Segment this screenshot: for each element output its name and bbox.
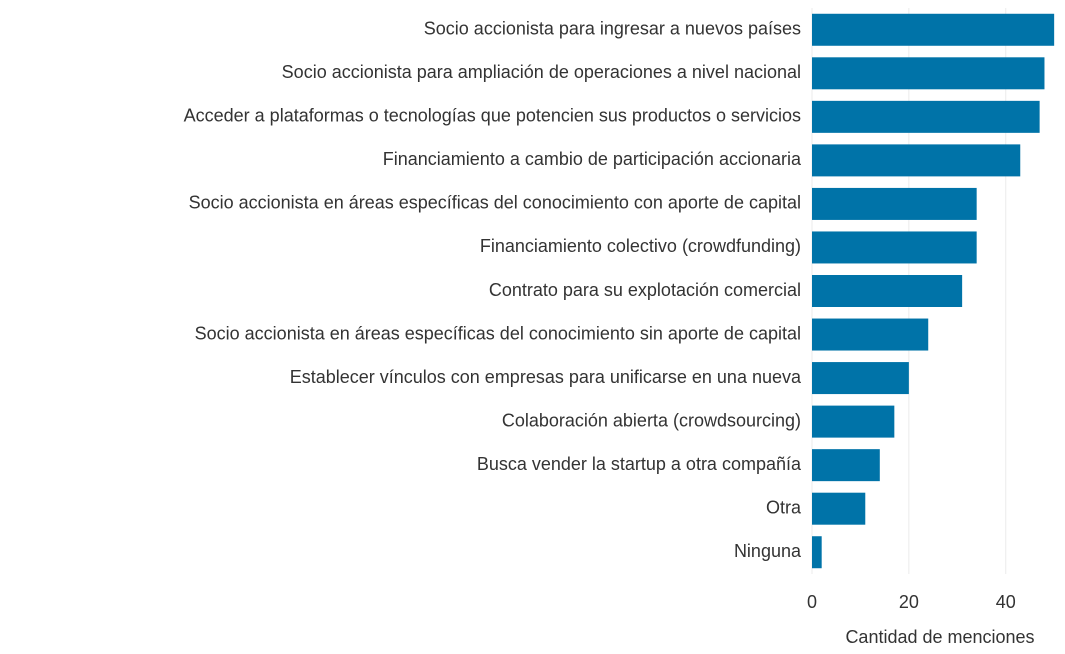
bar [812,231,977,264]
y-tick-label: Ninguna [734,541,802,561]
x-tick-label: 20 [899,592,919,612]
y-tick-label: Busca vender la startup a otra compañía [477,454,802,474]
y-tick-label: Contrato para su explotación comercial [489,280,801,300]
y-tick-label: Financiamiento colectivo (crowdfunding) [480,236,801,256]
y-tick-label: Socio accionista para ampliación de oper… [282,62,801,82]
bar [812,405,895,438]
bar [812,318,929,351]
bar [812,187,977,220]
y-tick-label: Otra [766,497,802,517]
y-tick-label: Financiamiento a cambio de participación… [383,149,802,169]
bar [812,100,1040,133]
bar [812,492,866,525]
bar [812,57,1045,90]
y-tick-label: Colaboración abierta (crowdsourcing) [502,410,801,430]
y-tick-label: Acceder a plataformas o tecnologías que … [184,106,801,126]
bar [812,144,1021,177]
bar [812,275,963,307]
y-tick-label: Establecer vínculos con empresas para un… [290,367,802,387]
bar [812,536,822,569]
x-axis-label: Cantidad de menciones [845,627,1034,647]
y-tick-label: Socio accionista en áreas específicas de… [195,323,801,343]
y-tick-label: Socio accionista para ingresar a nuevos … [424,19,801,39]
bar [812,362,909,395]
x-tick-label: 40 [996,592,1016,612]
bar [812,13,1055,46]
y-tick-label: Socio accionista en áreas específicas de… [189,193,801,213]
bar [812,449,880,482]
x-tick-label: 0 [807,592,817,612]
